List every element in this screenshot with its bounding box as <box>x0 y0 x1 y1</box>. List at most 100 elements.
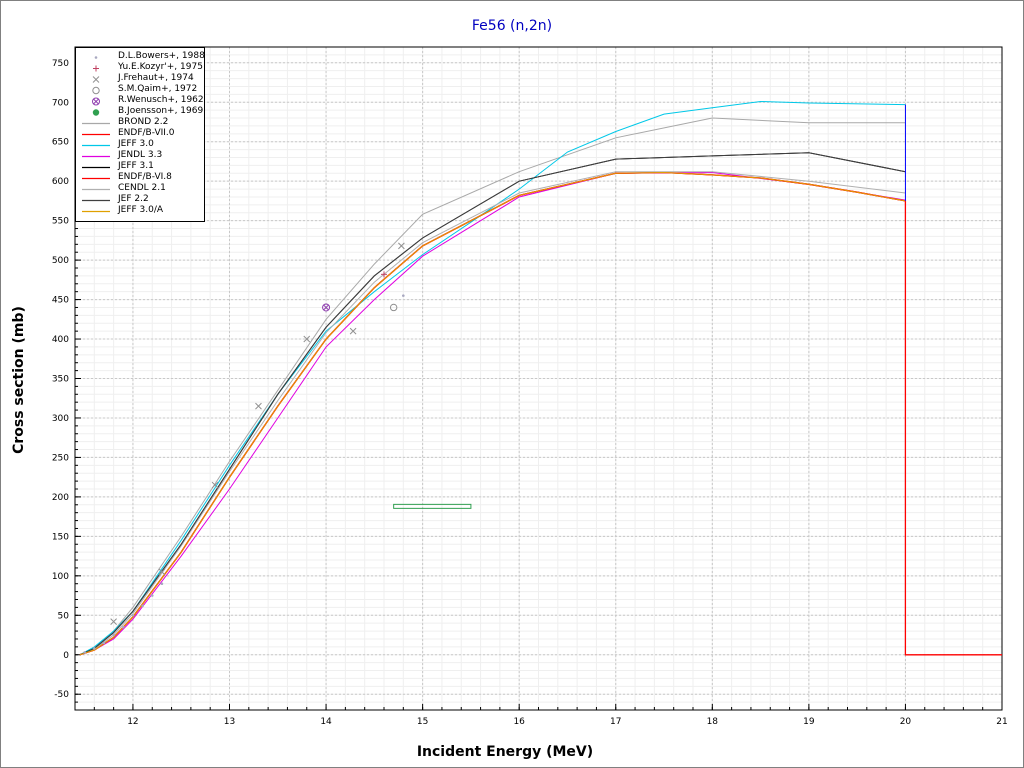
y-tick-label: 150 <box>52 532 69 542</box>
exp-point-j-frehaut-1974-b <box>255 402 262 410</box>
legend-label: Yu.E.Kozyr'+, 1975 <box>118 62 203 72</box>
legend-label: R.Wenusch+, 1962 <box>118 95 204 105</box>
grid <box>74 46 1003 711</box>
y-tick-label: 500 <box>52 256 69 266</box>
legend-marker-swatch <box>92 109 100 116</box>
legend-label: ENDF/B-VII.0 <box>118 128 175 138</box>
legend: D.L.Bowers+, 1988 Yu.E.Kozyr'+, 1975 J.Fre… <box>75 47 205 222</box>
y-tick-label: 650 <box>52 138 69 148</box>
legend-symbol <box>82 177 110 180</box>
y-tick-label: 550 <box>52 217 69 227</box>
exp-point-j-frehaut-1974 <box>158 568 166 576</box>
x-tick-label: 20 <box>900 717 912 727</box>
exp-point-j-frehaut-1974 <box>303 335 311 343</box>
exp-point-j-frehaut-1974-b <box>303 335 311 343</box>
y-tick-label: -50 <box>54 690 69 700</box>
legend-item: JENDL 3.3 <box>76 150 204 162</box>
exp-point-b-joensson-1969 <box>393 503 472 509</box>
exp-point-j-frehaut-1974-b <box>349 327 357 335</box>
legend-symbol <box>93 65 99 72</box>
legend-marker-swatch-ring <box>92 97 100 106</box>
exp-point-j-frehaut-1974 <box>211 481 219 489</box>
legend-item: R.Wenusch+, 1962 <box>76 95 204 107</box>
legend-label: D.L.Bowers+, 1988 <box>118 51 205 61</box>
legend-label: J.Frehaut+, 1974 <box>118 73 194 83</box>
legend-symbol <box>82 144 110 147</box>
x-axis-label: Incident Energy (MeV) <box>417 744 593 760</box>
y-tick-label: 0 <box>63 651 69 661</box>
legend-item: D.L.Bowers+, 1988 <box>76 51 205 63</box>
exp-point-d-l-bowers-1988 <box>131 613 135 617</box>
legend-label: BROND 2.2 <box>118 117 169 127</box>
series-line-jeff-3-0-a <box>79 171 906 656</box>
exp-point-j-frehaut-1974 <box>110 618 117 625</box>
legend-symbol <box>94 56 98 59</box>
legend-marker-swatch-b <box>93 98 99 105</box>
series-line-cendl-2-1 <box>79 171 906 656</box>
y-tick-label: 200 <box>52 493 69 503</box>
exp-point-d-l-bowers-1988 <box>150 594 154 597</box>
legend-symbol <box>82 166 110 169</box>
legend-symbol <box>82 122 110 125</box>
exp-point-j-frehaut-1974-b <box>398 242 405 250</box>
legend-label: B.Joensson+, 1969 <box>118 106 204 116</box>
exp-point-r-wenusch-1962-b <box>323 304 329 311</box>
exp-point-d-l-bowers-1988 <box>402 294 405 297</box>
legend-marker-swatch <box>92 86 100 95</box>
series-line-endf-b-vi-8 <box>79 171 906 656</box>
legend-marker-swatch <box>92 76 100 83</box>
legend-item: ENDF/B-VII.0 <box>76 128 204 140</box>
legend-item: JEFF 3.0/A <box>76 205 204 217</box>
exp-point-j-frehaut-1974-b <box>110 618 117 625</box>
y-tick-label: 750 <box>52 59 69 69</box>
legend-label: JEFF 3.0 <box>118 139 154 149</box>
legend-item: BROND 2.2 <box>76 117 204 129</box>
legend-item: J.Frehaut+, 1974 <box>76 73 204 85</box>
series-lines <box>79 100 1002 656</box>
exp-point-r-wenusch-1962 <box>322 303 331 312</box>
exp-point-d-l-bowers-1988 <box>83 651 86 654</box>
legend-label: CENDL 2.1 <box>118 183 166 193</box>
chart-title: Fe56 (n,2n) <box>472 18 552 34</box>
exp-point-r-wenusch-1962-ring <box>322 303 331 312</box>
exp-point-d-l-bowers-1988 <box>160 582 164 586</box>
series-line-endf-b-vii-0 <box>79 171 1002 656</box>
x-tick-label: 13 <box>224 717 235 727</box>
x-tick-label: 18 <box>707 717 719 727</box>
series-line-jendl-3-3 <box>79 171 906 656</box>
exp-point-d-l-bowers-1988 <box>93 647 96 650</box>
legend-symbol <box>82 155 110 158</box>
exp-point-j-frehaut-1974 <box>349 327 357 335</box>
legend-item: JEFF 3.1 <box>76 161 204 173</box>
y-tick-label: 400 <box>52 335 69 345</box>
legend-symbol <box>92 109 100 116</box>
exp-point-j-frehaut-1974-b <box>211 481 219 489</box>
legend-item: CENDL 2.1 <box>76 183 204 195</box>
y-tick-label: 700 <box>52 98 69 108</box>
legend-symbol <box>92 97 100 106</box>
legend-symbol <box>92 76 100 83</box>
y-tick-label: 100 <box>52 572 69 582</box>
x-tick-label: 15 <box>417 717 428 727</box>
legend-label: S.M.Qaim+, 1972 <box>118 84 198 94</box>
series-line-jef-2-2 <box>79 152 906 656</box>
legend-symbol <box>92 86 100 95</box>
y-tick-label: 50 <box>58 611 70 621</box>
legend-item: JEF 2.2 <box>76 194 204 206</box>
exp-point-yu-e-kozyr-1975 <box>381 271 387 278</box>
exp-point-j-frehaut-1974-b <box>158 568 166 576</box>
exp-point-j-frehaut-1974 <box>255 402 262 410</box>
y-tick-label: 350 <box>52 375 69 385</box>
legend-symbol <box>82 199 110 202</box>
exp-point-s-m-qaim-1972 <box>389 303 398 312</box>
legend-symbol <box>82 210 110 213</box>
x-tick-label: 21 <box>996 717 1007 727</box>
y-tick-label: 250 <box>52 453 69 463</box>
legend-item: S.M.Qaim+, 1972 <box>76 84 204 96</box>
exp-point-d-l-bowers-1988 <box>121 625 125 629</box>
legend-marker-swatch <box>94 56 98 59</box>
y-tick-label: 450 <box>52 296 69 306</box>
legend-symbol <box>82 133 110 136</box>
legend-item: Yu.E.Kozyr'+, 1975 <box>76 62 204 74</box>
